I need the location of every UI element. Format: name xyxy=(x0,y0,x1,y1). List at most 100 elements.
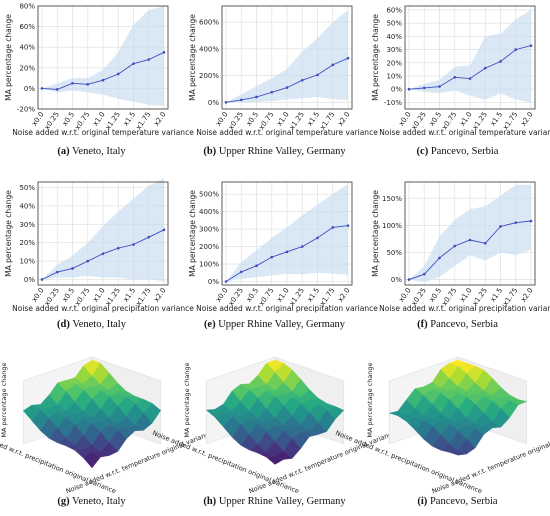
confidence-band xyxy=(226,10,348,103)
data-point xyxy=(116,72,120,76)
data-point xyxy=(529,219,533,223)
data-point xyxy=(499,60,502,63)
data-point xyxy=(224,280,228,283)
line-chart-5: 0%100%200%300%400%500%x0.0x0.25 x0.5x0.75… xyxy=(188,181,378,313)
data-point xyxy=(422,86,426,90)
data-point xyxy=(468,77,472,80)
plot-frame xyxy=(404,5,536,110)
y-tick-label: 0% xyxy=(208,99,219,107)
y-tick-label: 500% xyxy=(199,191,219,199)
caption-i: (i) Pancevo, Serbia xyxy=(417,496,498,507)
data-point xyxy=(316,236,319,240)
y-tick-label: 20% xyxy=(19,239,35,247)
data-point xyxy=(255,95,258,99)
y-tick-label: 0% xyxy=(208,278,219,286)
data-point xyxy=(514,48,518,51)
y-tick-label: 60% xyxy=(19,23,35,31)
y-tick-label: 150% xyxy=(382,195,402,203)
z-axis-label: MA percentage change xyxy=(0,362,8,437)
y-tick-label: -20% xyxy=(17,106,35,114)
plot-frame xyxy=(37,181,169,286)
data-point xyxy=(468,238,472,242)
y-tick-label: 50% xyxy=(386,249,402,257)
x-axis-label: Noise added w.r.t. original precipitatio… xyxy=(379,304,550,313)
caption-c: (c) Pancevo, Serbia xyxy=(416,146,499,157)
confidence-band xyxy=(42,6,164,106)
data-point xyxy=(55,270,59,274)
data-point xyxy=(116,246,120,250)
y-axis-label: MA percentage change xyxy=(188,190,197,277)
data-point xyxy=(86,82,90,86)
data-point xyxy=(331,63,335,67)
plot-frame xyxy=(37,5,169,110)
y-tick-label: 400% xyxy=(199,208,219,216)
data-point xyxy=(40,278,44,281)
caption-d: (d) Veneto, Italy xyxy=(57,319,126,330)
surface-patch xyxy=(266,456,284,465)
data-point xyxy=(300,78,304,82)
caption-h: (h) Upper Rhine Valley, Germany xyxy=(203,496,346,507)
x-tick-label: x2.0 xyxy=(152,111,167,128)
x-tick-label: x2.0 xyxy=(519,287,534,304)
data-point xyxy=(407,87,411,91)
data-point xyxy=(101,78,105,82)
z-axis-label: MA percentage change xyxy=(183,362,191,437)
data-point xyxy=(499,225,502,228)
y-axis-label: MA percentage change xyxy=(371,190,380,277)
data-point xyxy=(438,85,441,88)
data-point xyxy=(300,245,304,248)
data-point xyxy=(422,272,426,276)
data-point xyxy=(255,264,258,268)
line-chart-6: 0%50%100%150%x0.0x0.25 x0.5x0.75 x1.0x1.25… xyxy=(371,181,550,313)
y-tick-label: 80% xyxy=(19,3,35,11)
y-axis-label: MA percentage change xyxy=(371,14,380,101)
plot-frame xyxy=(221,181,353,286)
data-point xyxy=(285,86,289,89)
confidence-band xyxy=(409,10,531,103)
data-point xyxy=(331,226,335,229)
y-axis-label: MA percentage change xyxy=(4,14,13,101)
surface-patch xyxy=(448,450,468,456)
y-tick-label: 40% xyxy=(386,33,402,41)
data-point xyxy=(132,243,135,246)
data-point xyxy=(438,256,441,260)
x-axis-label: Noise added w.r.t. original temperature … xyxy=(12,128,194,137)
y-tick-label: 100% xyxy=(199,261,219,269)
y-axis-label: MA percentage change xyxy=(4,190,13,277)
data-point xyxy=(346,224,350,227)
data-point xyxy=(270,255,274,259)
data-point xyxy=(147,235,151,239)
line-chart-3: -10%0%10%20%30%40%50%60%x0.0x0.25 x0.5x0.… xyxy=(371,5,550,137)
y-tick-label: 600% xyxy=(199,19,219,27)
y-tick-label: 100% xyxy=(382,222,402,230)
y-tick-label: 10% xyxy=(386,72,402,80)
y-tick-label: 50% xyxy=(19,184,35,192)
y-tick-label: 30% xyxy=(19,221,35,229)
data-point xyxy=(529,44,533,47)
x-tick-label: x2.0 xyxy=(152,287,167,304)
y-tick-label: 60% xyxy=(386,6,402,14)
confidence-band xyxy=(226,183,348,282)
data-point xyxy=(71,81,74,85)
data-point xyxy=(101,252,105,256)
y-tick-label: 40% xyxy=(19,202,35,210)
data-point xyxy=(270,90,274,94)
data-point xyxy=(346,56,350,60)
line-chart-2: 0%200%400%600%x0.0x0.25 x0.5x0.75 x1.0x1.2… xyxy=(188,5,378,137)
confidence-band xyxy=(42,178,164,282)
plot-frame xyxy=(404,181,536,286)
y-tick-label: 0% xyxy=(391,276,402,284)
data-point xyxy=(86,259,90,263)
y-tick-label: 200% xyxy=(199,243,219,251)
line-chart-1: -20%0%20%40%60%80%x0.0x0.25 x0.5x0.75 x1.0… xyxy=(4,3,194,138)
line-chart-4: 0%10%20%30%40%50%x0.0x0.25 x0.5x0.75 x1.0x… xyxy=(4,178,194,313)
y-tick-label: 300% xyxy=(199,226,219,234)
z-axis-label: MA percentage change xyxy=(366,362,374,437)
caption-e: (e) Upper Rhine Valley, Germany xyxy=(203,319,346,330)
y-tick-label: 20% xyxy=(386,59,402,67)
x-tick-label: x2.0 xyxy=(336,111,351,128)
